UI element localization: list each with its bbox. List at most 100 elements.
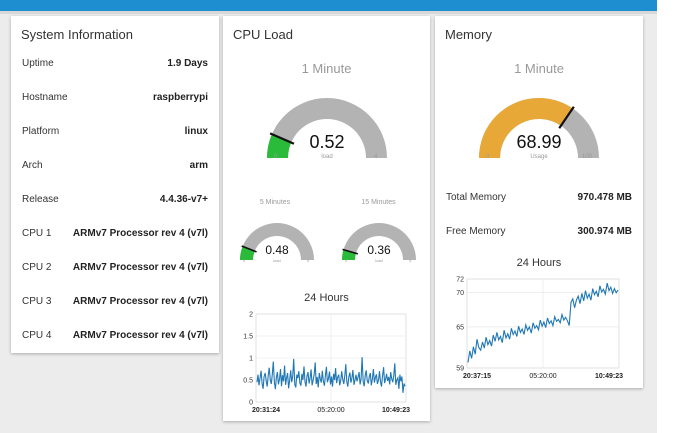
- card-title: CPU Load: [233, 27, 293, 42]
- series-line: [256, 357, 406, 393]
- info-value: ARMv7 Processor rev 4 (v7l): [72, 262, 208, 273]
- info-key: CPU 2: [22, 262, 52, 273]
- gauge-title: 1 Minute: [514, 61, 564, 76]
- y-tick-label: 65: [456, 324, 464, 331]
- info-value: 1.9 Days: [167, 58, 208, 69]
- y-tick-label: 0: [249, 400, 253, 407]
- gauge-unit: load: [375, 258, 383, 263]
- mem-row-free: Free Memory 300.974 MB: [446, 226, 632, 242]
- info-value: ARMv7 Processor rev 4 (v7l): [72, 228, 208, 239]
- cpu-24-hour-chart: 0 0.5 1 1.5 2 20:31:24 05:20:00 10:49:23: [243, 312, 410, 415]
- cpu-5-minutes-gauge: 5 Minutes 0.48 load 0 4: [223, 194, 327, 274]
- gauge-min: 0: [345, 258, 348, 263]
- gauge-needle: [241, 245, 257, 253]
- y-tick-label: 59: [456, 366, 464, 373]
- gauge-unit: load: [321, 154, 333, 160]
- gauge-title: 1 Minute: [301, 61, 352, 76]
- gauge-dial: [342, 223, 416, 260]
- info-key: CPU 1: [22, 228, 52, 239]
- x-tick-label: 10:49:23: [595, 373, 623, 380]
- gauge-min: 0: [486, 154, 490, 160]
- info-row-hostname: Hostname raspberrypi: [22, 92, 208, 108]
- y-tick-label: 70: [456, 290, 464, 297]
- gauge-value: 0.52: [309, 132, 345, 152]
- x-tick-label: 20:37:15: [463, 373, 491, 380]
- info-row-release: Release 4.4.36-v7+: [22, 194, 208, 210]
- info-key: CPU 3: [22, 296, 52, 307]
- gauge-unit: load: [273, 258, 281, 263]
- mem-key: Total Memory: [446, 192, 507, 203]
- gauge-value: 68.99: [516, 132, 562, 152]
- gauge-track: [267, 98, 387, 158]
- gauge-title: 5 Minutes: [259, 199, 291, 206]
- gauge-needle: [269, 132, 295, 145]
- series-line: [467, 282, 619, 363]
- top-bar-shadow: [0, 11, 657, 14]
- gauge-dial: [240, 223, 314, 260]
- memory-24-hour-chart: 59 65 70 72 20:37:15 05:20:00 10:49:23: [456, 277, 623, 381]
- gauge-fill: [342, 249, 356, 260]
- mem-value: 300.974 MB: [577, 226, 632, 237]
- y-tick-label: 1: [249, 356, 253, 363]
- memory-1-minute-gauge: 1 Minute 68.99 Usage 0 100: [435, 16, 643, 176]
- gauge-needle: [342, 248, 359, 255]
- system-information-card: System Information Uptime 1.9 Days Hostn…: [11, 16, 219, 353]
- chart-title: 24 Hours: [516, 257, 562, 269]
- info-row-cpu-4: CPU 4 ARMv7 Processor rev 4 (v7l): [22, 330, 208, 346]
- x-tick-label: 20:31:24: [252, 407, 280, 414]
- info-key: Hostname: [22, 92, 68, 103]
- cpu-1-minute-gauge: 1 Minute 0.52 load 0 4: [223, 16, 430, 176]
- info-value: arm: [189, 160, 208, 171]
- gauge-unit: Usage: [530, 154, 548, 160]
- gauge-track: [240, 223, 314, 260]
- x-tick-label: 10:49:23: [382, 407, 410, 414]
- gauge-max: 100: [582, 154, 593, 160]
- y-tick-label: 72: [456, 277, 464, 284]
- mem-key: Free Memory: [446, 226, 506, 237]
- mem-row-total: Total Memory 970.478 MB: [446, 192, 632, 208]
- info-key: Release: [22, 194, 59, 205]
- info-row-platform: Platform linux: [22, 126, 208, 142]
- y-tick-label: 0.5: [243, 378, 253, 385]
- gauge-max: 4: [374, 154, 378, 160]
- cpu-15-minutes-gauge: 15 Minutes 0.36 load 0 4: [327, 194, 430, 274]
- gauge-fill: [479, 98, 573, 158]
- y-tick-label: 2: [249, 312, 253, 319]
- info-row-uptime: Uptime 1.9 Days: [22, 58, 208, 74]
- info-row-cpu-2: CPU 2 ARMv7 Processor rev 4 (v7l): [22, 262, 208, 278]
- card-title: Memory: [445, 27, 492, 42]
- gauge-min: 0: [274, 154, 278, 160]
- gauge-dial: [479, 98, 599, 158]
- info-row-cpu-3: CPU 3 ARMv7 Processor rev 4 (v7l): [22, 296, 208, 312]
- x-tick-label: 05:20:00: [529, 373, 556, 380]
- info-value: linux: [184, 126, 208, 137]
- info-key: CPU 4: [22, 330, 52, 341]
- gauge-title: 15 Minutes: [361, 199, 396, 206]
- info-value: ARMv7 Processor rev 4 (v7l): [72, 330, 208, 341]
- info-key: Platform: [22, 126, 60, 137]
- info-value: ARMv7 Processor rev 4 (v7l): [72, 296, 208, 307]
- page-margin: [657, 0, 700, 433]
- info-key: Arch: [22, 160, 43, 171]
- gauge-needle: [558, 106, 575, 129]
- gauge-track: [342, 223, 416, 260]
- info-value: raspberrypi: [152, 92, 208, 103]
- memory-card: Memory 1 Minute 68.99 Usage 0 100 Total …: [435, 16, 643, 388]
- info-key: Uptime: [22, 58, 54, 69]
- info-value: 4.4.36-v7+: [159, 194, 208, 205]
- info-row-cpu-1: CPU 1 ARMv7 Processor rev 4 (v7l): [22, 228, 208, 244]
- gauge-max: 4: [307, 258, 310, 263]
- x-tick-label: 05:20:00: [317, 407, 344, 414]
- gauge-max: 4: [409, 258, 412, 263]
- info-row-arch: Arch arm: [22, 160, 208, 176]
- card-title: System Information: [21, 27, 133, 42]
- gauge-dial: [267, 98, 387, 158]
- y-tick-label: 1.5: [243, 334, 253, 341]
- gauge-value: 0.48: [265, 243, 289, 257]
- cpu-load-card: CPU Load 1 Minute 0.52 load 0 4 5 Minute…: [223, 16, 430, 421]
- mem-value: 970.478 MB: [577, 192, 632, 203]
- top-bar: [0, 0, 657, 11]
- chart-title: 24 Hours: [304, 292, 349, 304]
- gauge-value: 0.36: [367, 243, 391, 257]
- gauge-min: 0: [243, 258, 246, 263]
